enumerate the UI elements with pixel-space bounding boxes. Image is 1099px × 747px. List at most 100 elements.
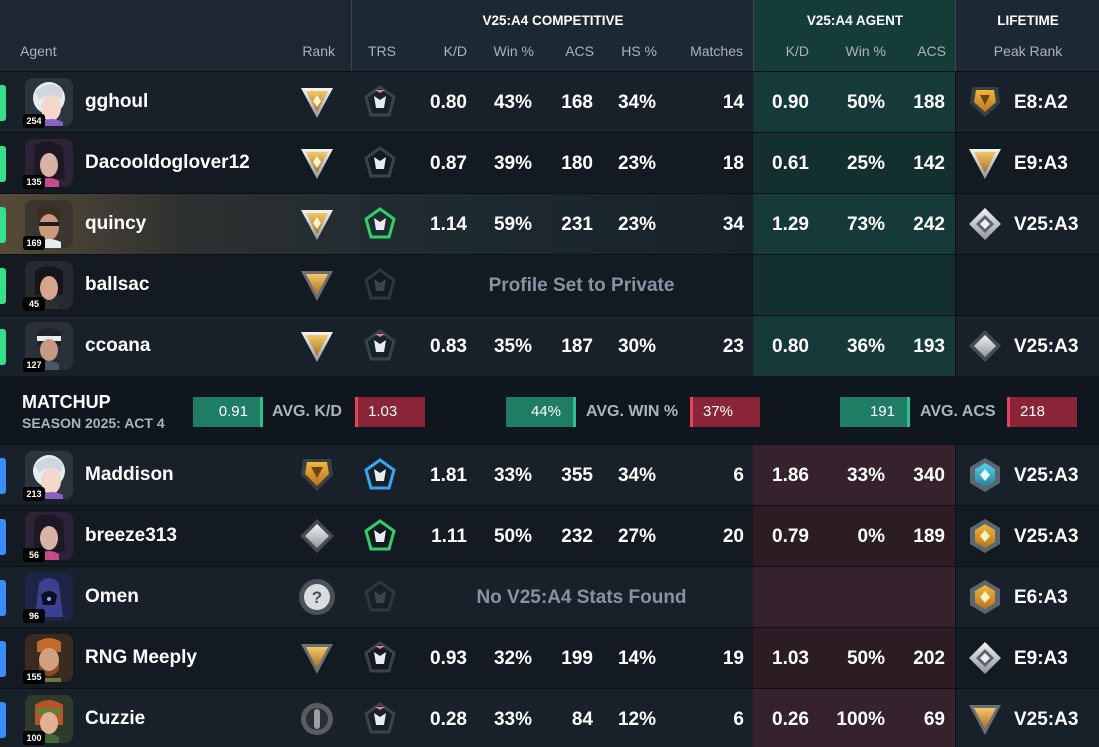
gold-rank-icon — [297, 265, 337, 305]
peak-rank-text: E9:A3 — [1014, 648, 1068, 669]
hs-value: 12% — [617, 709, 656, 730]
agent-header-block: Agent Rank — [0, 0, 351, 72]
gold-peak-rank-icon — [966, 517, 1004, 555]
trs-icon — [362, 206, 398, 242]
matches-value: 14 — [722, 92, 744, 113]
trs-icon — [362, 84, 398, 120]
level-badge: 96 — [23, 609, 45, 623]
peak-rank-text: V25:A3 — [1014, 214, 1079, 235]
matches-value: 18 — [722, 153, 744, 174]
acs-value: 232 — [561, 526, 593, 547]
agent-win-value: 50% — [846, 648, 885, 669]
player-name[interactable]: ccoana — [85, 335, 151, 356]
team-indicator — [0, 702, 6, 738]
peak-rank-text: V25:A3 — [1014, 526, 1079, 547]
agent-acs-value: 202 — [913, 648, 945, 669]
player-name[interactable]: ballsac — [85, 274, 150, 295]
agent-acs-value: 189 — [913, 526, 945, 547]
level-badge: 135 — [23, 175, 45, 189]
col-agent-win: Win % — [845, 43, 886, 59]
agent-acs-value: 242 — [913, 214, 945, 235]
level-badge: 155 — [23, 670, 45, 684]
player-name[interactable]: Omen — [85, 586, 139, 607]
win-value: 59% — [493, 214, 532, 235]
player-row[interactable]: 155 RNG Meeply 0.93 32% 199 14% 19 1.03 … — [0, 627, 1099, 688]
competitive-header-block: V25:A4 COMPETITIVE TRS K/D Win % ACS HS … — [351, 0, 753, 72]
team-indicator — [0, 268, 6, 304]
win-value: 35% — [493, 336, 532, 357]
acs-value: 180 — [561, 153, 593, 174]
peak-rank-text: E9:A3 — [1014, 153, 1068, 174]
agent-win-value: 73% — [846, 214, 885, 235]
col-matches: Matches — [690, 43, 743, 59]
col-agent-kd: K/D — [785, 43, 809, 59]
team-indicator — [0, 519, 6, 555]
win-value: 50% — [493, 526, 532, 547]
silver-peak-rank-icon — [966, 327, 1004, 365]
player-row[interactable]: 213 Maddison 1.81 33% 355 34% 6 1.86 33%… — [0, 444, 1099, 505]
team-indicator — [0, 85, 6, 121]
player-name[interactable]: Maddison — [85, 464, 174, 485]
trs-icon — [362, 701, 398, 737]
player-row[interactable]: 45 ballsac Profile Set to Private — [0, 254, 1099, 315]
team-indicator — [0, 458, 6, 494]
player-row[interactable]: 100 Cuzzie 0.28 33% 84 12% 6 0.26 100% 6… — [0, 688, 1099, 747]
player-name[interactable]: gghoul — [85, 91, 149, 112]
player-row[interactable]: 254 gghoul 0.80 43% 168 34% 14 0.90 50% … — [0, 71, 1099, 132]
peak-rank-text: V25:A3 — [1014, 465, 1079, 486]
svg-text:?: ? — [312, 588, 322, 607]
player-name[interactable]: breeze313 — [85, 525, 177, 546]
team-indicator — [0, 641, 6, 677]
avg-kd-label: AVG. K/D — [272, 403, 342, 420]
peak-rank-text: E8:A2 — [1014, 92, 1068, 113]
agent-win-value: 25% — [846, 153, 885, 174]
win-value: 43% — [493, 92, 532, 113]
player-row[interactable]: 56 breeze313 1.11 50% 232 27% 20 0.79 0%… — [0, 505, 1099, 566]
col-peak-rank: Peak Rank — [993, 43, 1063, 59]
cyan-peak-rank-icon — [966, 456, 1004, 494]
player-name[interactable]: quincy — [85, 213, 147, 234]
matchup-title: MATCHUP — [22, 392, 111, 412]
player-name[interactable]: Cuzzie — [85, 708, 146, 729]
kd-value: 1.81 — [430, 465, 467, 486]
lifetime-header-block: LIFETIME Peak Rank — [955, 0, 1099, 72]
avg-kd-team2: 1.03 — [355, 397, 425, 427]
gold-peak-rank-icon — [966, 83, 1004, 121]
acs-value: 199 — [561, 648, 593, 669]
player-row[interactable]: 135 Dacooldoglover12 0.87 39% 180 23% 18… — [0, 132, 1099, 193]
player-name[interactable]: Dacooldoglover12 — [85, 152, 250, 173]
player-row[interactable]: 127 ccoana 0.83 35% 187 30% 23 0.80 36% … — [0, 315, 1099, 376]
private-profile-message: Profile Set to Private — [488, 275, 675, 296]
player-row[interactable]: 96 Omen ? No V25:A4 Stats Found E6:A3 — [0, 566, 1099, 627]
player-name[interactable]: RNG Meeply — [85, 647, 197, 668]
hs-value: 34% — [617, 465, 656, 486]
gold-rank-icon — [297, 326, 337, 366]
level-badge: 254 — [23, 114, 45, 128]
kd-value: 0.93 — [430, 648, 467, 669]
win-value: 33% — [493, 465, 532, 486]
level-badge: 213 — [23, 487, 45, 501]
silver-rank-icon — [297, 516, 337, 556]
agent-kd-value: 1.03 — [772, 648, 809, 669]
matches-value: 19 — [722, 648, 744, 669]
avg-win-label: AVG. WIN % — [586, 403, 679, 420]
win-value: 39% — [493, 153, 532, 174]
unranked-question-icon: ? — [297, 577, 337, 617]
agent-acs-value: 340 — [913, 465, 945, 486]
trs-icon — [362, 579, 398, 615]
trs-icon — [362, 518, 398, 554]
agent-acs-value: 188 — [913, 92, 945, 113]
avg-kd-team1: 0.91 — [193, 397, 263, 427]
no-stats-message: No V25:A4 Stats Found — [476, 587, 687, 608]
player-row-self[interactable]: 169 quincy 1.14 59% 231 23% 34 1.29 73% … — [0, 193, 1099, 254]
win-value: 32% — [493, 648, 532, 669]
gold-peak-rank-icon — [966, 144, 1004, 182]
matchup-season: SEASON 2025: ACT 4 — [22, 415, 165, 431]
avg-acs-team1: 191 — [840, 397, 910, 427]
col-trs: TRS — [368, 43, 396, 59]
team-indicator — [0, 146, 6, 182]
acs-value: 187 — [561, 336, 593, 357]
agent-avatar — [25, 573, 73, 621]
acs-value: 84 — [571, 709, 593, 730]
matches-value: 6 — [733, 465, 744, 486]
